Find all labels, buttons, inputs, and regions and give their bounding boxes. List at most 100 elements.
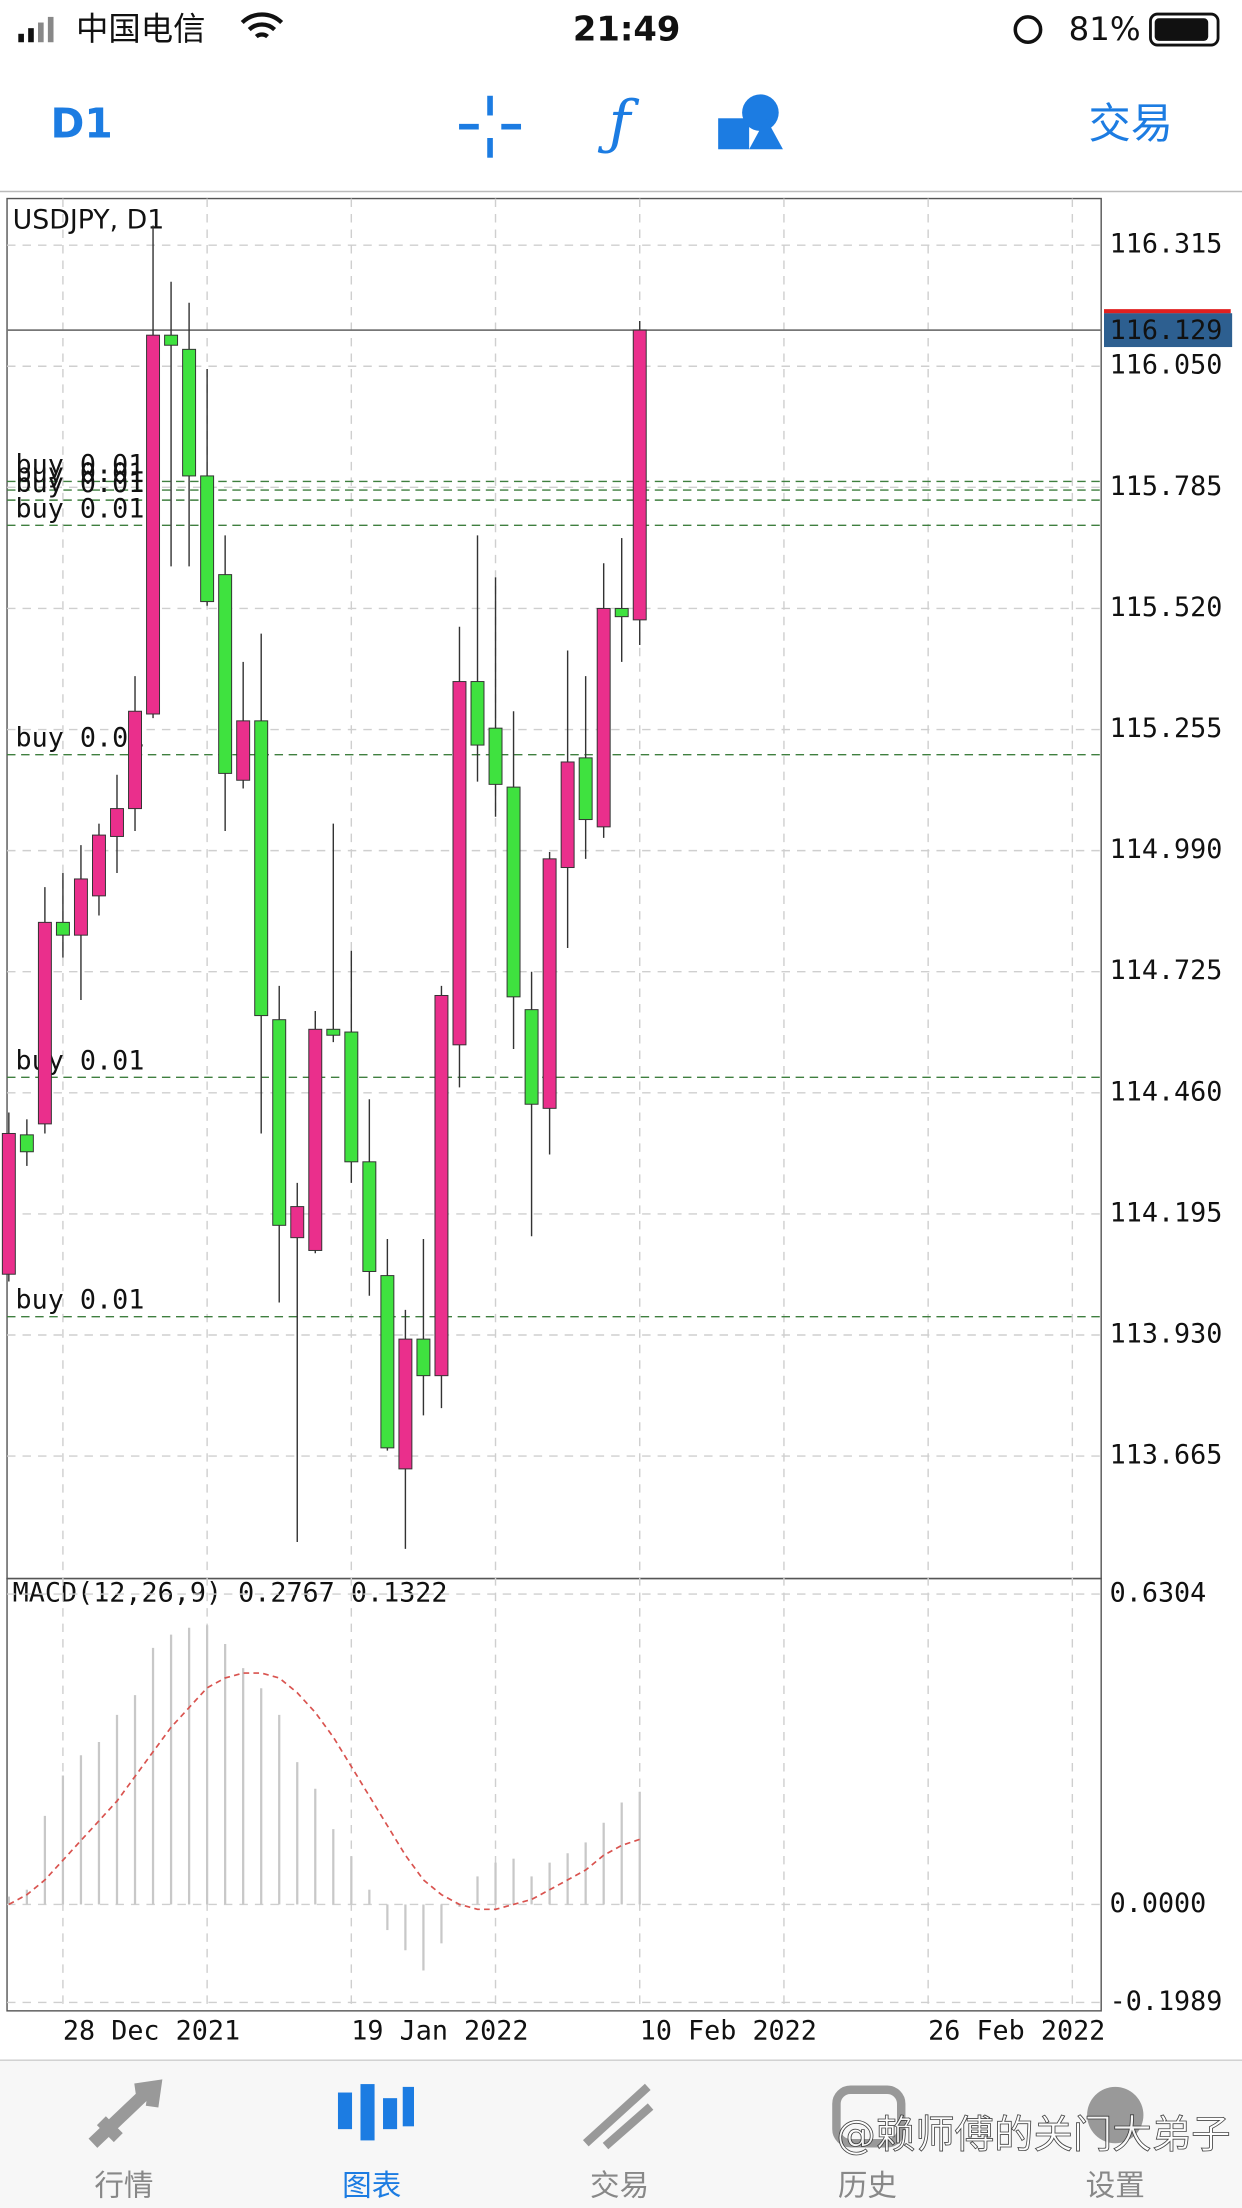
candle-body [128, 710, 142, 810]
current-price-box [1104, 313, 1233, 348]
candle-body [326, 1028, 341, 1036]
candle-body [73, 878, 88, 936]
battery-level [1154, 18, 1209, 41]
indicator-button[interactable]: ƒ [598, 87, 640, 156]
battery [1149, 12, 1220, 47]
wifi-icon [240, 12, 284, 39]
candle-body [488, 727, 503, 785]
signal-bar [28, 28, 34, 43]
order-label: buy 0.01 [15, 1045, 144, 1076]
y-tick-label: 115.255 [1110, 713, 1223, 744]
candle-body [146, 334, 161, 715]
candle-body [470, 681, 485, 746]
y-tick-label: 114.460 [1110, 1076, 1223, 1107]
candle-body [55, 921, 70, 936]
signal-bar [47, 16, 54, 43]
rotation-lock [1013, 15, 1043, 45]
candle-body [506, 786, 521, 998]
trade-button[interactable]: 交易 [1089, 99, 1173, 148]
order-label: buy 0.01 [15, 468, 144, 499]
candle-body [542, 858, 557, 1109]
candle-body [308, 1028, 323, 1251]
tab-label[interactable]: 图表 [342, 2168, 401, 2202]
candle-body [236, 720, 251, 781]
y-tick-label: 115.520 [1110, 592, 1223, 623]
candle-body [596, 607, 611, 828]
y-tick-label: 0.6304 [1110, 1578, 1207, 1609]
order-label: buy 0.01 [15, 458, 144, 489]
y-tick-label: 114.990 [1110, 834, 1223, 865]
candle-body [578, 757, 593, 821]
x-tick-label: 10 Feb 2022 [640, 2015, 817, 2046]
y-tick-label: 114.725 [1110, 955, 1223, 986]
order-label: buy 0.01 [15, 449, 144, 480]
crosshair-button[interactable] [459, 95, 522, 158]
candle-body [434, 994, 449, 1377]
history-icon [832, 2085, 906, 2148]
tab-label[interactable]: 历史 [838, 2168, 897, 2202]
toolbar: D1 ƒ 交易 [0, 87, 1242, 193]
timeframe-button[interactable]: D1 [51, 100, 113, 148]
quotes-icon [88, 2079, 163, 2148]
signal-bar [18, 33, 24, 43]
candle-body [632, 329, 647, 621]
y-tick-label: -0.1989 [1110, 1986, 1223, 2017]
y-tick-label: 116.050 [1110, 350, 1223, 381]
signal-line [8, 1672, 640, 1911]
macd-panel [6, 1577, 1102, 2012]
candle-body [19, 1134, 34, 1153]
settings-icon [1087, 2086, 1144, 2144]
candle-body [416, 1338, 431, 1377]
candle-body [164, 334, 179, 346]
y-tick-label: 114.195 [1110, 1197, 1223, 1228]
candle-body [362, 1161, 377, 1272]
candle-body [398, 1338, 413, 1470]
candle-body [218, 574, 233, 774]
x-tick-label: 26 Feb 2022 [928, 2015, 1105, 2046]
candle-body [92, 834, 106, 897]
order-label: buy 0.01 [15, 1285, 144, 1316]
current-price-label: 116.129 [1110, 315, 1223, 346]
y-tick-label: 113.665 [1110, 1440, 1223, 1471]
battery-percent: 81% [1069, 10, 1141, 48]
chart-icon [337, 2084, 414, 2141]
y-tick-label: 115.785 [1110, 471, 1223, 502]
objects-button[interactable] [718, 94, 783, 150]
candle-body [452, 681, 467, 1046]
clock: 21:49 [573, 9, 681, 48]
candle-body [37, 921, 52, 1125]
candle-body [614, 607, 629, 618]
tab-label[interactable]: 交易 [590, 2168, 649, 2202]
tab-label[interactable]: 行情 [94, 2168, 153, 2202]
candle-body [380, 1275, 395, 1449]
tab-bar [0, 2059, 1242, 2208]
candle-body [344, 1031, 359, 1163]
candle-body [182, 348, 197, 477]
candle-body [254, 720, 269, 1017]
tab-label[interactable]: 设置 [1086, 2168, 1145, 2202]
candle-body [1, 1132, 16, 1275]
signal-bar [38, 22, 44, 43]
order-label: buy 0.01 [15, 723, 144, 754]
carrier: 中国电信 [76, 10, 206, 48]
x-tick-label: 19 Jan 2022 [351, 2015, 528, 2046]
candle-body [290, 1206, 305, 1239]
status-bar: 中国电信 21:49 81% [18, 9, 1220, 48]
macd-title: MACD(12,26,9) 0.2767 0.1322 [13, 1578, 448, 1609]
y-tick-label: 113.930 [1110, 1318, 1223, 1349]
candle-body [200, 475, 215, 603]
trade-icon [582, 2083, 654, 2150]
x-tick-label: 28 Dec 2021 [63, 2015, 240, 2046]
order-label: buy 0.01 [15, 493, 144, 524]
candle-body [110, 808, 124, 837]
chart-title: USDJPY, D1 [13, 205, 165, 236]
y-tick-label: 0.0000 [1110, 1888, 1207, 1919]
watermark: @赖师傅的关门大弟子 [836, 2112, 1230, 2158]
candle-body [560, 761, 575, 869]
candle-body [272, 1019, 287, 1226]
y-tick-label: 116.315 [1110, 229, 1223, 260]
candle-body [524, 1009, 539, 1105]
